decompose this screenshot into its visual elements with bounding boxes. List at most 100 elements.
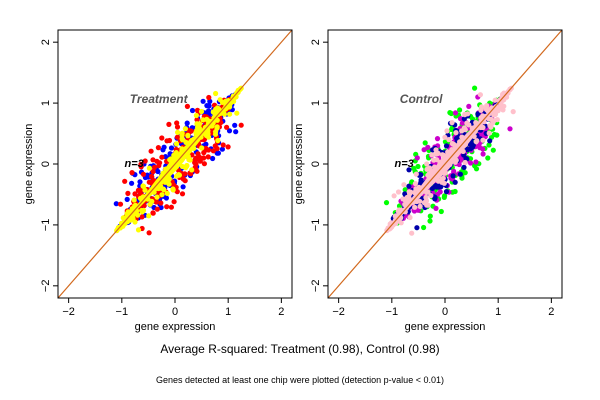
point — [452, 179, 458, 185]
outlier-point — [168, 204, 174, 210]
outlier-point — [438, 208, 444, 215]
outlier-point — [174, 124, 181, 130]
y-axis-label: gene expression — [23, 124, 35, 205]
point — [141, 183, 147, 189]
point — [140, 207, 147, 213]
point — [224, 124, 230, 130]
point — [203, 145, 209, 151]
point — [476, 143, 482, 149]
y-tick-label: 2 — [40, 39, 52, 45]
point — [186, 157, 192, 163]
outlier-point — [201, 155, 207, 161]
point — [418, 172, 424, 178]
point — [415, 207, 421, 213]
point — [227, 111, 233, 117]
point — [417, 198, 423, 204]
point — [198, 108, 205, 115]
point — [195, 151, 201, 157]
outlier-point — [122, 178, 128, 184]
point — [121, 215, 127, 221]
outlier-point — [161, 144, 167, 150]
point — [462, 159, 468, 166]
point — [141, 203, 147, 209]
outlier-point — [391, 193, 397, 199]
x-tick-label: 2 — [548, 306, 554, 318]
outlier-point — [168, 145, 175, 151]
outlier-point — [462, 111, 468, 117]
outlier-point — [467, 156, 474, 162]
point — [443, 189, 450, 195]
point — [432, 183, 438, 189]
point — [451, 168, 457, 174]
point — [175, 129, 181, 135]
point — [457, 116, 464, 122]
outlier-point — [232, 122, 238, 128]
point — [486, 130, 492, 136]
point — [459, 120, 465, 126]
outlier-point — [174, 134, 180, 140]
outlier-point — [234, 110, 240, 116]
outlier-point — [485, 155, 491, 161]
point — [150, 210, 156, 216]
outlier-point — [219, 146, 225, 152]
outlier-point — [414, 155, 420, 161]
point — [184, 120, 190, 126]
outlier-point — [200, 98, 206, 104]
outlier-point — [414, 225, 420, 231]
point — [131, 197, 137, 203]
panel-title: Treatment — [130, 92, 189, 106]
panel-control: −2 −1 0 1 2 −2 −1 0 1 2 gene expression gene expres… — [293, 29, 563, 333]
outlier-point — [401, 182, 407, 188]
y-tick-label: 0 — [310, 161, 322, 167]
outlier-point — [142, 158, 148, 164]
outlier-point — [124, 196, 130, 202]
point — [199, 145, 205, 151]
sample-count-annotation: n=3 — [394, 158, 413, 170]
point — [192, 160, 198, 166]
outlier-point — [435, 150, 441, 156]
outlier-point — [180, 176, 186, 182]
point — [463, 155, 469, 162]
outlier-point — [494, 117, 500, 123]
point — [457, 171, 463, 177]
y-tick-label: 2 — [310, 39, 322, 45]
outlier-point — [179, 130, 185, 136]
outlier-point — [220, 142, 226, 148]
point — [450, 173, 456, 179]
outlier-point — [154, 158, 160, 164]
outlier-point — [179, 191, 186, 197]
point — [431, 157, 437, 163]
outlier-point — [427, 218, 433, 224]
outlier-point — [207, 98, 213, 104]
y-tick-label: −2 — [310, 280, 322, 293]
point — [121, 220, 127, 226]
outlier-point — [171, 199, 177, 205]
point — [406, 183, 412, 189]
x-tick-label: 2 — [278, 306, 284, 318]
point — [468, 146, 474, 152]
outlier-point — [125, 190, 131, 196]
outlier-point — [433, 205, 439, 211]
y-tick-label: −1 — [40, 219, 52, 232]
y-tick-label: −1 — [310, 219, 322, 232]
point — [500, 107, 506, 113]
r-squared-summary: Average R-squared: Treatment (0.98), Con… — [160, 342, 440, 356]
outlier-point — [415, 163, 421, 170]
outlier-point — [158, 200, 164, 206]
x-axis-label: gene expression — [135, 321, 216, 333]
panel-title: Control — [400, 92, 443, 106]
point — [214, 124, 220, 130]
point — [201, 161, 207, 167]
x-tick-label: 0 — [172, 306, 178, 318]
point — [400, 196, 406, 202]
point — [210, 148, 216, 154]
outlier-point — [194, 168, 200, 174]
point — [170, 186, 176, 192]
outlier-point — [507, 126, 513, 132]
point — [135, 187, 141, 193]
outlier-point — [137, 179, 143, 185]
outlier-point — [176, 172, 182, 178]
sample-count-annotation: n=3 — [124, 158, 143, 170]
outlier-point — [140, 171, 147, 177]
point — [193, 155, 199, 161]
